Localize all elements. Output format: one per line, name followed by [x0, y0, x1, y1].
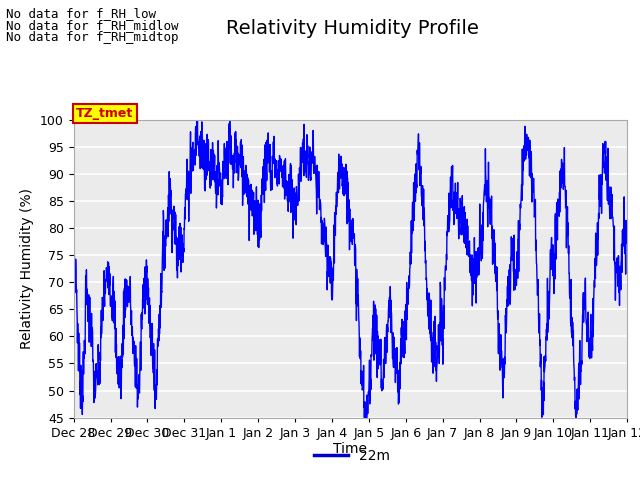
- Text: TZ_tmet: TZ_tmet: [76, 107, 134, 120]
- Text: No data for f_RH_low: No data for f_RH_low: [6, 7, 156, 20]
- Text: No data for f_RH_midtop: No data for f_RH_midtop: [6, 31, 179, 44]
- Text: Relativity Humidity Profile: Relativity Humidity Profile: [225, 19, 479, 38]
- X-axis label: Time: Time: [333, 443, 367, 456]
- Legend: 22m: 22m: [308, 443, 396, 468]
- Y-axis label: Relativity Humidity (%): Relativity Humidity (%): [20, 188, 35, 349]
- Text: No data for f_RH_midlow: No data for f_RH_midlow: [6, 19, 179, 32]
